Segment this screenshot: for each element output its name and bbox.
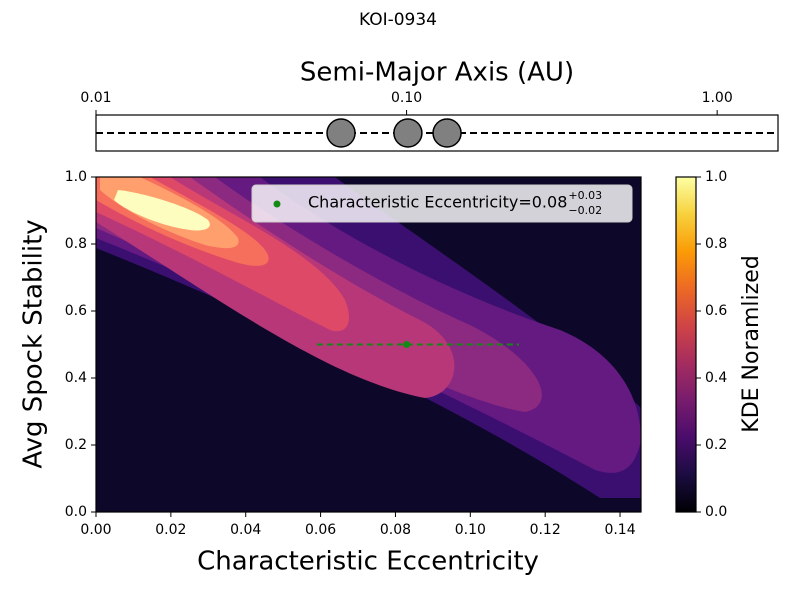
colorbar-tick-label: 0.2 [705, 437, 727, 453]
y-tick-label: 0.6 [65, 303, 87, 319]
x-tick-label: 0.00 [80, 522, 111, 538]
x-tick-label: 0.14 [604, 522, 635, 538]
y-tick-label: 0.0 [65, 504, 87, 520]
x-tick-label: 0.02 [155, 522, 186, 538]
y-tick-label: 1.0 [65, 169, 87, 185]
planet [393, 118, 423, 148]
point [403, 341, 411, 348]
colorbar-label: KDE Noramlized [739, 255, 764, 432]
y-axis-label: Avg Spock Stability [19, 219, 49, 468]
legend-marker [273, 200, 281, 208]
x-tick-label: 0.04 [230, 522, 261, 538]
x-tick-label: 0.08 [380, 522, 411, 538]
colorbar-tick-label: 0.4 [705, 370, 727, 386]
legend-upper: +0.03 [568, 189, 602, 202]
planet [326, 118, 356, 148]
x-tick-label: 0.01 [80, 90, 111, 106]
legend-box [251, 184, 633, 223]
colorbar-tick-label: 0.0 [705, 504, 727, 520]
legend-label: Characteristic Eccentricity=0.08 [308, 193, 567, 212]
axes-frame [95, 176, 642, 513]
colorbar-tick-label: 0.8 [705, 236, 727, 252]
suptitle: KOI-0934 [359, 10, 437, 30]
x-tick-label: 0.10 [455, 522, 486, 538]
x-axis-label: Characteristic Eccentricity [197, 547, 539, 577]
y-tick-label: 0.2 [65, 437, 87, 453]
colorbar-tick-label: 0.6 [705, 303, 727, 319]
planet [432, 118, 462, 148]
strip-title: Semi-Major Axis (AU) [300, 58, 574, 88]
y-tick-label: 0.4 [65, 370, 87, 386]
contours [96, 177, 641, 512]
contour-band [114, 190, 210, 231]
colorbar-tick-label: 1.0 [705, 169, 727, 185]
x-tick-label: 0.10 [391, 90, 422, 106]
y-tick-label: 0.8 [65, 236, 87, 252]
x-tick-label: 1.00 [702, 90, 733, 106]
x-tick-label: 0.06 [305, 522, 336, 538]
legend-lower: −0.02 [568, 204, 602, 217]
x-tick-label: 0.12 [530, 522, 561, 538]
colorbar [675, 176, 697, 513]
